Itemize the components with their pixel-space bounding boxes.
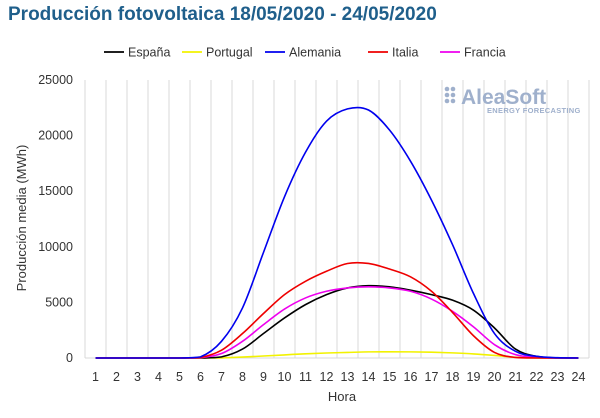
legend-label: Alemania <box>289 46 341 60</box>
x-tick-label: 16 <box>404 370 418 384</box>
logo-name: AleaSoft <box>461 86 546 109</box>
x-tick-label: 3 <box>134 370 141 384</box>
y-axis-title: Producción media (MWh) <box>14 145 29 292</box>
y-tick-label: 25000 <box>38 73 73 87</box>
y-tick-label: 15000 <box>38 184 73 198</box>
y-tick-label: 0 <box>66 351 73 365</box>
x-tick-label: 7 <box>218 370 225 384</box>
x-tick-label: 24 <box>572 370 586 384</box>
x-tick-label: 8 <box>239 370 246 384</box>
y-tick-label: 10000 <box>38 240 73 254</box>
legend: España Portugal Alemania Italia Francia <box>104 46 506 60</box>
x-tick-label: 6 <box>197 370 204 384</box>
x-tick-label: 4 <box>155 370 162 384</box>
legend-label: España <box>128 46 170 60</box>
y-tick-labels: 0 5000 10000 15000 20000 25000 <box>38 73 73 365</box>
x-tick-label: 11 <box>299 370 312 384</box>
x-tick-label: 20 <box>488 370 502 384</box>
legend-label: Francia <box>464 46 506 60</box>
legend-label: Italia <box>392 46 418 60</box>
x-tick-labels: 1 2 3 4 5 6 7 8 9 10 11 12 13 14 15 16 17 18 19 20 21 22 23 24 <box>92 370 585 384</box>
x-tick-label: 5 <box>176 370 183 384</box>
x-tick-label: 12 <box>320 370 334 384</box>
chart-title: Producción fotovoltaica 18/05/2020 - 24/… <box>8 4 437 25</box>
logo-dots-icon <box>444 86 456 104</box>
x-tick-label: 23 <box>551 370 565 384</box>
x-tick-label: 17 <box>425 370 439 384</box>
x-tick-label: 10 <box>278 370 292 384</box>
logo: AleaSoft ENERGY FORECASTING <box>444 86 581 115</box>
x-axis-title: Hora <box>328 389 357 404</box>
x-tick-label: 1 <box>92 370 99 384</box>
x-tick-label: 13 <box>341 370 355 384</box>
x-tick-label: 15 <box>383 370 397 384</box>
x-tick-label: 2 <box>113 370 120 384</box>
legend-label: Portugal <box>206 46 253 60</box>
series-line-alemania <box>95 106 579 359</box>
series-lines <box>95 106 579 359</box>
x-tick-label: 9 <box>260 370 267 384</box>
x-tick-label: 21 <box>509 370 523 384</box>
x-tick-label: 22 <box>530 370 544 384</box>
grid <box>84 80 590 359</box>
y-tick-label: 5000 <box>45 295 73 309</box>
x-tick-label: 19 <box>467 370 481 384</box>
x-tick-label: 18 <box>446 370 460 384</box>
x-tick-label: 14 <box>362 370 376 384</box>
logo-tagline: ENERGY FORECASTING <box>487 106 581 115</box>
y-tick-label: 20000 <box>38 129 73 143</box>
